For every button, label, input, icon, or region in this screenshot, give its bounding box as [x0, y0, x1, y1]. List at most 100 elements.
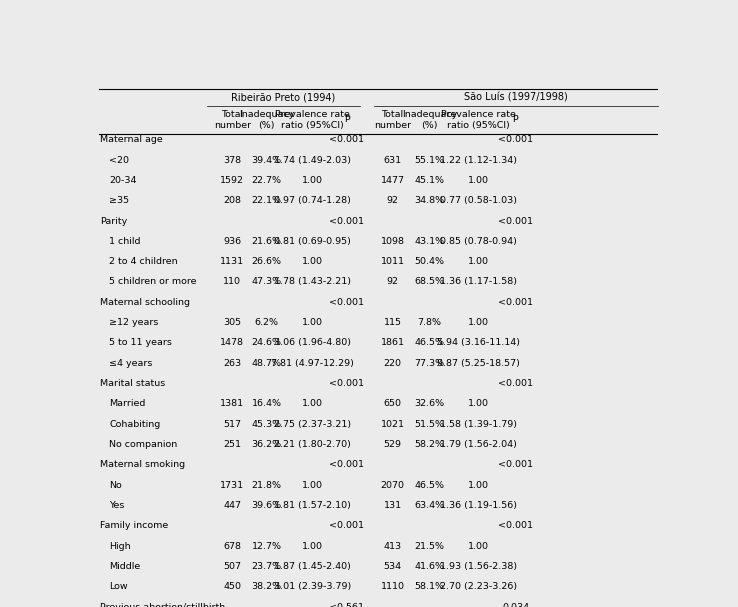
Text: 1110: 1110 — [381, 583, 404, 591]
Text: 46.5%: 46.5% — [415, 339, 445, 347]
Text: Middle: Middle — [109, 562, 141, 571]
Text: 32.6%: 32.6% — [415, 399, 445, 409]
Text: 1592: 1592 — [221, 176, 244, 185]
Text: 23.7%: 23.7% — [252, 562, 282, 571]
Text: 251: 251 — [224, 440, 241, 449]
Text: 413: 413 — [384, 542, 401, 551]
Text: Married: Married — [109, 399, 146, 409]
Text: 16.4%: 16.4% — [252, 399, 282, 409]
Text: No companion: No companion — [109, 440, 178, 449]
Text: 77.3%: 77.3% — [415, 359, 445, 368]
Text: 51.5%: 51.5% — [415, 420, 445, 429]
Text: 1.22 (1.12-1.34): 1.22 (1.12-1.34) — [440, 155, 517, 164]
Text: 43.1%: 43.1% — [415, 237, 445, 246]
Text: 24.6%: 24.6% — [252, 339, 282, 347]
Text: <0.001: <0.001 — [498, 521, 533, 531]
Text: 58.2%: 58.2% — [415, 440, 445, 449]
Text: 39.6%: 39.6% — [252, 501, 282, 510]
Text: 378: 378 — [224, 155, 241, 164]
Text: 1098: 1098 — [381, 237, 404, 246]
Text: Parity: Parity — [100, 217, 127, 226]
Text: 21.8%: 21.8% — [252, 481, 282, 490]
Text: 1.00: 1.00 — [468, 176, 489, 185]
Text: 1 child: 1 child — [109, 237, 141, 246]
Text: 1.00: 1.00 — [468, 542, 489, 551]
Text: 6.2%: 6.2% — [255, 318, 279, 327]
Text: 36.2%: 36.2% — [252, 440, 282, 449]
Text: <0.561: <0.561 — [329, 603, 365, 607]
Text: Previous abortion/stillbirth: Previous abortion/stillbirth — [100, 603, 225, 607]
Text: <0.001: <0.001 — [498, 379, 533, 388]
Text: 20-34: 20-34 — [109, 176, 137, 185]
Text: 9.87 (5.25-18.57): 9.87 (5.25-18.57) — [437, 359, 520, 368]
Text: Low: Low — [109, 583, 128, 591]
Text: 447: 447 — [224, 501, 241, 510]
Text: <20: <20 — [109, 155, 129, 164]
Text: São Luís (1997/1998): São Luís (1997/1998) — [464, 92, 568, 103]
Text: 1.00: 1.00 — [302, 481, 323, 490]
Text: 2070: 2070 — [381, 481, 404, 490]
Text: 220: 220 — [384, 359, 401, 368]
Text: 110: 110 — [224, 277, 241, 287]
Text: 3.06 (1.96-4.80): 3.06 (1.96-4.80) — [274, 339, 351, 347]
Text: 5 children or more: 5 children or more — [109, 277, 197, 287]
Text: 517: 517 — [224, 420, 241, 429]
Text: 21.6%: 21.6% — [252, 237, 282, 246]
Text: Prevalence rate
ratio (95%Cl): Prevalence rate ratio (95%Cl) — [441, 109, 516, 130]
Text: 678: 678 — [224, 542, 241, 551]
Text: 68.5%: 68.5% — [415, 277, 445, 287]
Text: Yes: Yes — [109, 501, 125, 510]
Text: 92: 92 — [387, 277, 399, 287]
Text: 1.00: 1.00 — [468, 318, 489, 327]
Text: 21.5%: 21.5% — [415, 542, 445, 551]
Text: 45.3%: 45.3% — [252, 420, 282, 429]
Text: P: P — [513, 115, 518, 124]
Text: High: High — [109, 542, 131, 551]
Text: Family income: Family income — [100, 521, 168, 531]
Text: Total
number: Total number — [214, 109, 251, 130]
Text: Marital status: Marital status — [100, 379, 165, 388]
Text: 0.77 (0.58-1.03): 0.77 (0.58-1.03) — [440, 196, 517, 205]
Text: 1021: 1021 — [381, 420, 404, 429]
Text: 115: 115 — [384, 318, 401, 327]
Text: 0.97 (0.74-1.28): 0.97 (0.74-1.28) — [274, 196, 351, 205]
Text: 48.7%: 48.7% — [252, 359, 282, 368]
Text: Maternal age: Maternal age — [100, 135, 162, 144]
Text: 1.79 (1.56-2.04): 1.79 (1.56-2.04) — [440, 440, 517, 449]
Text: 1.78 (1.43-2.21): 1.78 (1.43-2.21) — [274, 277, 351, 287]
Text: 1381: 1381 — [221, 399, 244, 409]
Text: 45.1%: 45.1% — [415, 176, 445, 185]
Text: 26.6%: 26.6% — [252, 257, 282, 266]
Text: <0.001: <0.001 — [498, 217, 533, 226]
Text: 38.2%: 38.2% — [252, 583, 282, 591]
Text: ≥12 years: ≥12 years — [109, 318, 159, 327]
Text: Maternal schooling: Maternal schooling — [100, 298, 190, 307]
Text: 46.5%: 46.5% — [415, 481, 445, 490]
Text: Ribeirão Preto (1994): Ribeirão Preto (1994) — [231, 92, 335, 103]
Text: Maternal smoking: Maternal smoking — [100, 461, 184, 469]
Text: 534: 534 — [384, 562, 401, 571]
Text: 1.00: 1.00 — [302, 399, 323, 409]
Text: Inadequacy
(%): Inadequacy (%) — [239, 109, 294, 130]
Text: 1.00: 1.00 — [302, 318, 323, 327]
Text: 507: 507 — [224, 562, 241, 571]
Text: 1478: 1478 — [221, 339, 244, 347]
Text: <0.001: <0.001 — [329, 521, 365, 531]
Text: 1.00: 1.00 — [302, 257, 323, 266]
Text: 936: 936 — [224, 237, 241, 246]
Text: <0.001: <0.001 — [329, 217, 365, 226]
Text: 1.00: 1.00 — [468, 399, 489, 409]
Text: 2.70 (2.23-3.26): 2.70 (2.23-3.26) — [440, 583, 517, 591]
Text: 1.87 (1.45-2.40): 1.87 (1.45-2.40) — [274, 562, 351, 571]
Text: 1.36 (1.17-1.58): 1.36 (1.17-1.58) — [440, 277, 517, 287]
Text: 50.4%: 50.4% — [415, 257, 445, 266]
Text: <0.001: <0.001 — [498, 461, 533, 469]
Text: <0.001: <0.001 — [329, 461, 365, 469]
Text: 1731: 1731 — [221, 481, 244, 490]
Text: 0.034: 0.034 — [502, 603, 529, 607]
Text: 650: 650 — [384, 399, 401, 409]
Text: 1.58 (1.39-1.79): 1.58 (1.39-1.79) — [440, 420, 517, 429]
Text: 1.36 (1.19-1.56): 1.36 (1.19-1.56) — [440, 501, 517, 510]
Text: 1.00: 1.00 — [468, 257, 489, 266]
Text: 1.93 (1.56-2.38): 1.93 (1.56-2.38) — [440, 562, 517, 571]
